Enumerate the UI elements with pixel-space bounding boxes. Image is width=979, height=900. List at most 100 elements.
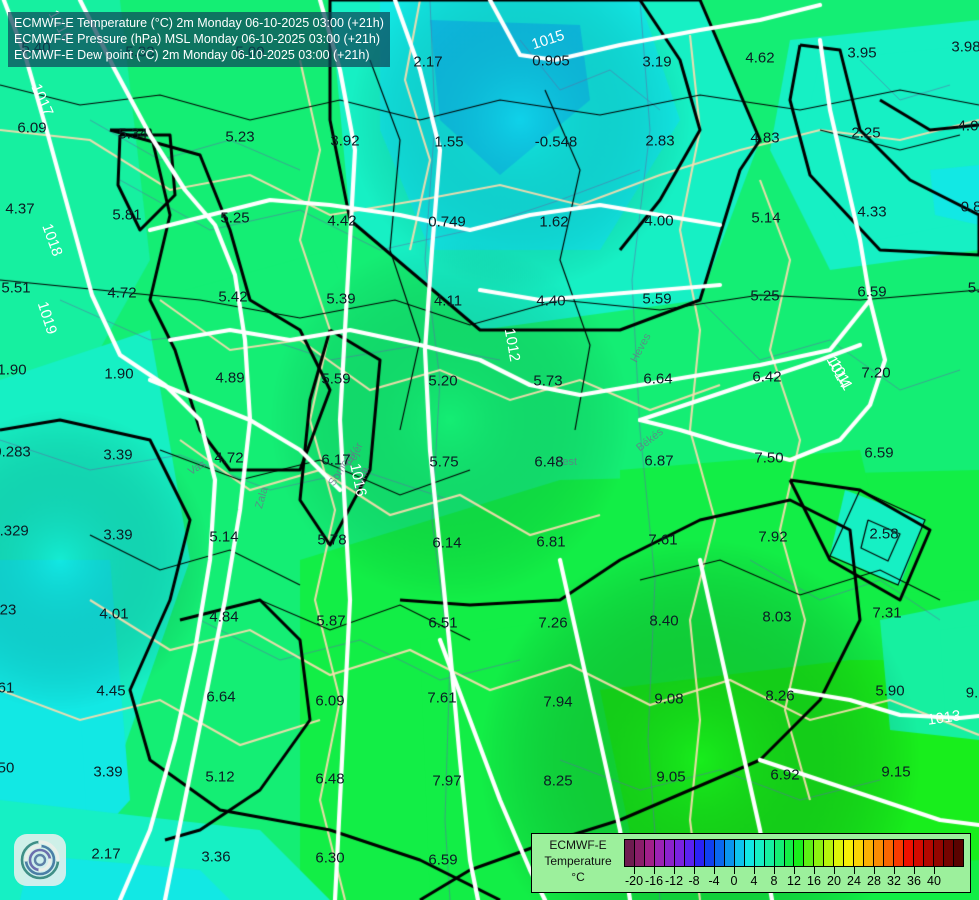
color-swatch <box>924 840 935 866</box>
temperature-value-label: 0.283 <box>0 443 31 461</box>
color-bar-tick-label: 16 <box>807 874 821 888</box>
temperature-value-label: 3.92 <box>330 132 360 150</box>
color-bar-tick <box>814 867 815 874</box>
temperature-value-label: 4.72 <box>107 284 137 302</box>
color-bar-tick-label: 40 <box>927 874 941 888</box>
color-bar-tick <box>734 867 735 874</box>
color-swatch <box>764 840 775 866</box>
color-bar-tick-label: -16 <box>644 874 664 888</box>
color-bar-tick-label: 36 <box>907 874 921 888</box>
color-swatch <box>814 840 825 866</box>
temperature-value-label: 1.90 <box>0 361 27 379</box>
temperature-value-label: 5.59 <box>321 370 351 388</box>
temperature-value-label: 7.61 <box>648 531 678 549</box>
legend-parameter-label: Temperature <box>544 854 612 868</box>
temperature-value-label: -0.548 <box>534 133 578 151</box>
temperature-value-label: 4.01 <box>99 605 129 623</box>
legend-unit-label: °C <box>571 870 585 884</box>
place-name-label: Békés <box>634 425 666 455</box>
title-line-temperature: ECMWF-E Temperature (°C) 2m Monday 06-10… <box>14 16 384 30</box>
temperature-value-label: 6.64 <box>206 688 236 706</box>
temperature-value-label: 6.14 <box>432 534 462 552</box>
temperature-value-label: 6.59 <box>857 283 887 301</box>
temperature-value-label: 1.62 <box>539 213 569 231</box>
color-swatch <box>844 840 855 866</box>
temperature-value-label: 6.64 <box>643 370 673 388</box>
temperature-value-label: 4.11 <box>433 292 463 310</box>
temperature-value-label: 9.15 <box>881 763 911 781</box>
temperature-value-label: 2.25 <box>851 124 881 142</box>
color-bar-ticks <box>624 867 964 875</box>
temperature-value-label: 5.23 <box>225 128 255 146</box>
temperature-value-label: 7.31 <box>872 604 902 622</box>
color-bar-tick-label: 8 <box>770 874 778 888</box>
temperature-value-label: 4.62 <box>745 49 775 67</box>
temperature-value-label: 7.20 <box>861 364 891 382</box>
color-swatch <box>904 840 915 866</box>
temperature-value-label: 7.94 <box>543 693 573 711</box>
color-swatch <box>694 840 705 866</box>
temperature-value-label: 4.33 <box>857 203 887 221</box>
color-bar-tick-label: -20 <box>624 874 644 888</box>
temperature-value-label: 2.17 <box>91 845 121 863</box>
color-swatch <box>934 840 944 866</box>
temperature-value-label: 6.59 <box>864 444 894 462</box>
temperature-value-label: 5.25 <box>220 209 250 227</box>
temperature-value-label: 5.78 <box>317 531 347 549</box>
temperature-value-label: 5.87 <box>316 612 346 630</box>
temperature-value-label: 4.00 <box>644 212 674 230</box>
temperature-value-label: 0.8 <box>960 198 979 216</box>
temperature-value-label: 4.89 <box>215 369 245 387</box>
isobar-pressure-label: 1017 <box>27 81 57 119</box>
isobar-pressure-label: 1012 <box>500 327 524 363</box>
title-line-pressure: ECMWF-E Pressure (hPa) MSL Monday 06-10-… <box>14 32 381 46</box>
place-name-label: Pest <box>554 456 578 468</box>
temperature-value-label: 5.39 <box>326 290 356 308</box>
color-bar-tick <box>654 867 655 874</box>
temperature-value-label: 6.48 <box>315 770 345 788</box>
color-bar-tick <box>774 867 775 874</box>
color-swatch <box>884 840 895 866</box>
color-bar <box>624 839 964 867</box>
color-bar-tick <box>714 867 715 874</box>
temperature-value-label: 3.39 <box>93 763 123 781</box>
temperature-value-label: 5.12 <box>205 768 235 786</box>
temperature-value-label: 4.37 <box>5 200 35 218</box>
spiral-logo-icon <box>20 840 60 880</box>
temperature-value-label: 5.42 <box>218 288 248 306</box>
color-bar-tick <box>794 867 795 874</box>
temperature-value-label: 6.30 <box>315 849 345 867</box>
color-swatch <box>684 840 695 866</box>
color-bar-tick-labels: -20 -16 -12 -8 -4 0 4 8 12 16 20 24 28 32 36 40 <box>624 874 964 890</box>
temperature-value-label: 5.14 <box>209 528 239 546</box>
color-swatch <box>634 840 645 866</box>
temperature-value-label: 61 <box>0 679 15 697</box>
color-bar-tick <box>754 867 755 874</box>
color-bar-tick-label: -12 <box>664 874 684 888</box>
temperature-value-label: 7.61 <box>427 689 457 707</box>
temperature-value-label: 5.73 <box>533 372 563 390</box>
temperature-value-label: 4.72 <box>214 449 244 467</box>
temperature-value-label: 1.55 <box>434 133 464 151</box>
color-bar-tick <box>934 867 935 874</box>
place-name-label: Zala <box>253 486 271 510</box>
title-line-dewpoint: ECMWF-E Dew point (°C) 2m Monday 06-10-2… <box>14 48 370 62</box>
temperature-value-label: 4.0 <box>957 117 979 135</box>
color-swatch <box>664 840 675 866</box>
color-swatch <box>754 840 765 866</box>
temperature-value-label: 8.03 <box>762 608 792 626</box>
temperature-value-label: 5.34 <box>118 125 148 143</box>
color-bar-tick <box>694 867 695 874</box>
isobar-pressure-label: 1013 <box>926 707 962 729</box>
temperature-value-label: 3.39 <box>103 526 133 544</box>
temperature-value-label: 9.08 <box>654 690 684 708</box>
place-name-label: Vas <box>186 458 208 478</box>
color-bar-tick-label: 0 <box>730 874 738 888</box>
temperature-value-label: 5.51 <box>1 279 31 297</box>
temperature-value-label: 5.81 <box>112 206 142 224</box>
color-swatch <box>854 840 865 866</box>
provider-logo[interactable] <box>14 834 66 886</box>
